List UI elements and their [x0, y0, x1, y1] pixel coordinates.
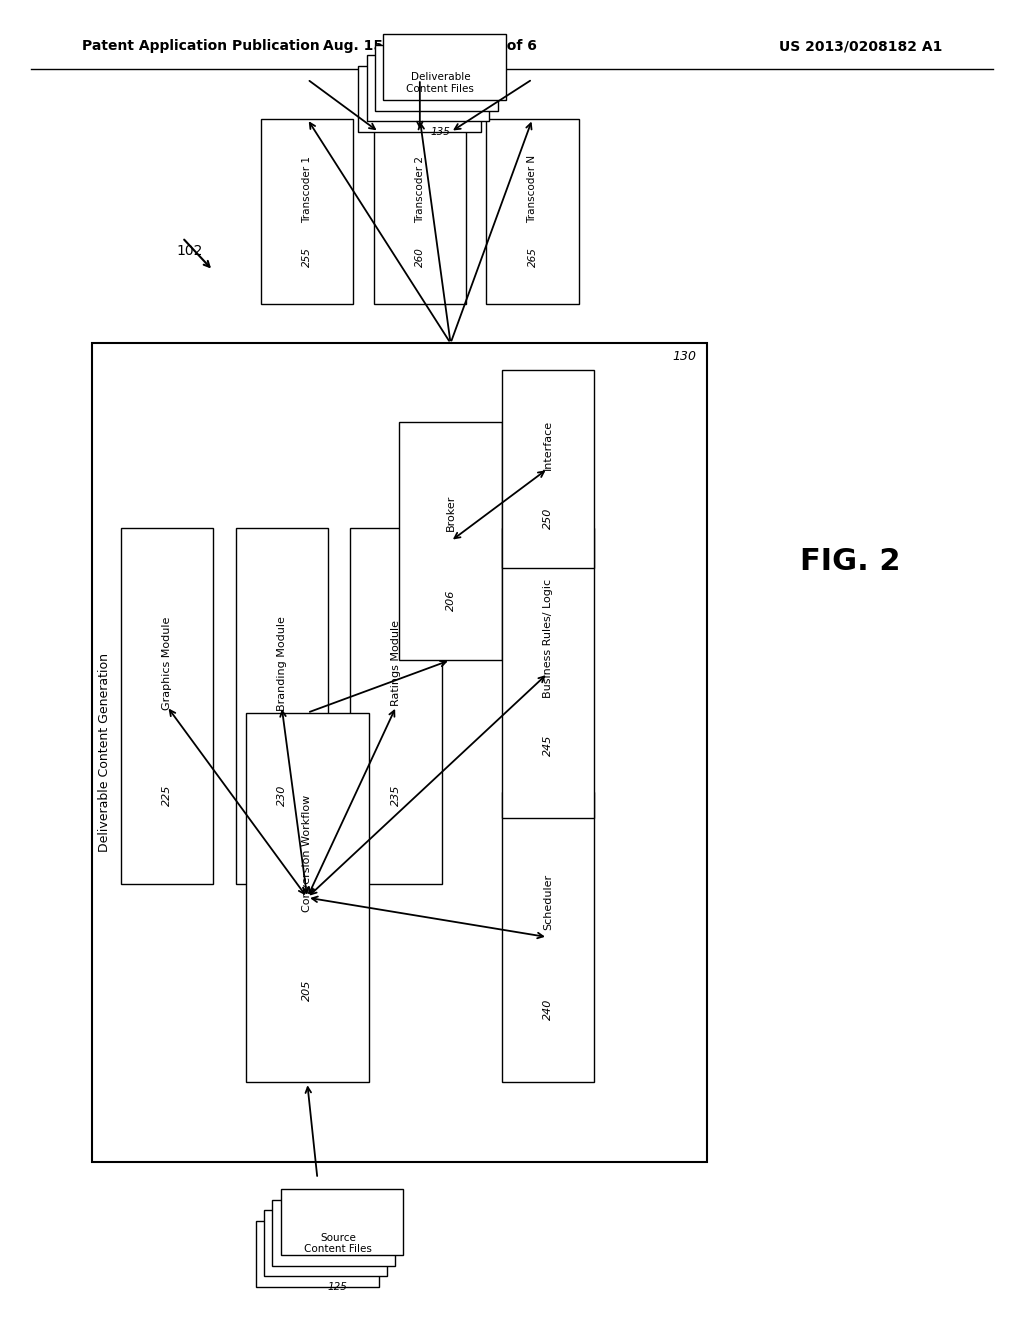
Bar: [374, 119, 466, 304]
Text: Patent Application Publication: Patent Application Publication: [82, 40, 319, 53]
Text: 206: 206: [445, 590, 456, 611]
Text: Transcoder 2: Transcoder 2: [415, 156, 425, 223]
Text: 240: 240: [543, 999, 553, 1020]
Text: Graphics Module: Graphics Module: [162, 616, 172, 710]
Text: Ratings Module: Ratings Module: [391, 620, 401, 706]
Bar: [502, 528, 594, 818]
Text: 230: 230: [276, 784, 287, 807]
Text: 265: 265: [527, 247, 538, 268]
Text: 250: 250: [543, 507, 553, 529]
Text: 102: 102: [176, 244, 203, 257]
Text: 205: 205: [302, 979, 312, 1001]
Bar: [399, 422, 502, 660]
Text: Transcoder N: Transcoder N: [527, 154, 538, 223]
Bar: [121, 528, 213, 884]
Bar: [375, 45, 498, 111]
Text: Conversion Workflow: Conversion Workflow: [302, 795, 312, 912]
Text: 255: 255: [302, 247, 312, 268]
Bar: [236, 528, 328, 884]
Text: 135: 135: [430, 127, 451, 137]
Text: US 2013/0208182 A1: US 2013/0208182 A1: [778, 40, 942, 53]
Text: 235: 235: [391, 784, 401, 807]
Bar: [383, 34, 506, 100]
Bar: [272, 1200, 395, 1266]
Text: 245: 245: [543, 735, 553, 756]
Text: Business Rules/ Logic: Business Rules/ Logic: [543, 578, 553, 698]
Bar: [367, 55, 489, 121]
Text: Scheduler: Scheduler: [543, 874, 553, 931]
Bar: [264, 1210, 387, 1276]
Text: Deliverable
Content Files: Deliverable Content Files: [407, 73, 474, 94]
Text: Source
Content Files: Source Content Files: [304, 1233, 372, 1254]
Bar: [261, 119, 353, 304]
Text: 225: 225: [162, 784, 172, 807]
Text: 130: 130: [673, 350, 696, 363]
Text: 260: 260: [415, 247, 425, 268]
Text: Transcoder 1: Transcoder 1: [302, 156, 312, 223]
Bar: [281, 1189, 403, 1255]
Bar: [486, 119, 579, 304]
Text: Broker: Broker: [445, 495, 456, 531]
Bar: [358, 66, 481, 132]
Text: Aug. 15, 2013  Sheet 2 of 6: Aug. 15, 2013 Sheet 2 of 6: [324, 40, 537, 53]
Bar: [350, 528, 442, 884]
Bar: [502, 792, 594, 1082]
Text: Deliverable Content Generation: Deliverable Content Generation: [98, 653, 111, 851]
Text: FIG. 2: FIG. 2: [800, 546, 900, 576]
Text: Interface: Interface: [543, 420, 553, 470]
Bar: [246, 713, 369, 1082]
Text: 125: 125: [328, 1282, 348, 1292]
Bar: [92, 343, 707, 1162]
Bar: [502, 370, 594, 568]
Text: Branding Module: Branding Module: [276, 616, 287, 711]
Bar: [256, 1221, 379, 1287]
